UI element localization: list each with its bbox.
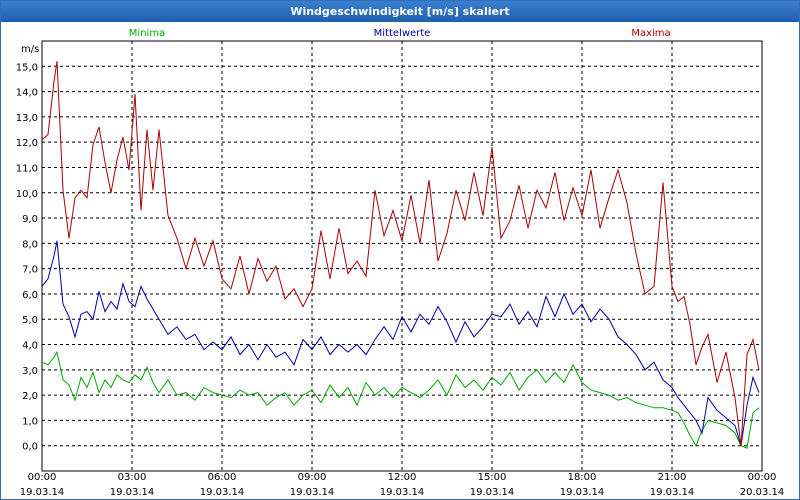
y-tick-label: 11,0 [16, 163, 38, 174]
y-tick-label: 0,0 [22, 442, 38, 453]
y-tick-label: 3,0 [22, 366, 38, 377]
x-tick-time-label: 09:00 [298, 472, 327, 483]
y-tick-label: 10,0 [16, 189, 38, 200]
y-tick-label: 12,0 [16, 138, 38, 149]
plot-frame [41, 40, 763, 472]
y-tick-label: 2,0 [22, 391, 38, 402]
x-tick-date-label: 19.03.14 [560, 487, 605, 498]
y-tick-label: 7,0 [22, 265, 38, 276]
x-tick-date-label: 20.03.14 [740, 487, 785, 498]
x-tick-date-label: 19.03.14 [380, 487, 425, 498]
legend-mittelwerte: Mittelwerte [374, 28, 431, 39]
y-tick-label: 5,0 [22, 315, 38, 326]
chart-background [1, 22, 799, 499]
y-tick-label: 4,0 [22, 341, 38, 352]
x-tick-date-label: 19.03.14 [650, 487, 695, 498]
y-axis-ticks: 0,0 1,0 2,0 3,0 4,0 5,0 6,0 7,0 8,0 9,0 10,0 11,0 12… [16, 62, 38, 452]
x-tick-date-label: 19.03.14 [290, 487, 335, 498]
series-line-maxima [41, 61, 760, 446]
y-tick-label: 9,0 [22, 214, 38, 225]
y-tick-label: 8,0 [22, 239, 38, 250]
x-tick-time-label: 03:00 [118, 472, 147, 483]
grid [42, 41, 762, 471]
x-tick-date-label: 19.03.14 [470, 487, 515, 498]
x-tick-time-label: 06:00 [208, 472, 237, 483]
series-line-mittelwerte [41, 240, 760, 446]
x-tick-time-label: 21:00 [658, 472, 687, 483]
y-tick-label: 15,0 [16, 62, 38, 73]
x-tick-time-label: 00:00 [748, 472, 777, 483]
legend-maxima: Maxima [631, 28, 670, 39]
x-tick-time-label: 12:00 [388, 472, 417, 483]
series-lines [41, 61, 760, 449]
x-tick-time-label: 18:00 [568, 472, 597, 483]
series-line-minima [41, 350, 760, 449]
y-tick-label: 6,0 [22, 290, 38, 301]
x-tick-date-label: 19.03.14 [20, 487, 65, 498]
legend-minima: Minima [129, 28, 165, 39]
x-tick-time-label: 00:00 [28, 472, 57, 483]
y-axis-label: m/s [21, 44, 39, 55]
x-axis-ticks: 00:00 19.03.14 03:00 19.03.14 06:00 19.03.14 0… [20, 472, 785, 498]
line-chart: 0,0 1,0 2,0 3,0 4,0 5,0 6,0 7,0 8,0 9,0 10,0 11,0 12… [1, 22, 799, 499]
y-tick-label: 14,0 [16, 88, 38, 99]
y-tick-label: 1,0 [22, 416, 38, 427]
chart-title: Windgeschwindigkeit [m/s] skaliert [1, 1, 799, 22]
x-tick-date-label: 19.03.14 [110, 487, 155, 498]
x-tick-time-label: 15:00 [478, 472, 507, 483]
x-tick-date-label: 19.03.14 [200, 487, 245, 498]
y-tick-label: 13,0 [16, 113, 38, 124]
